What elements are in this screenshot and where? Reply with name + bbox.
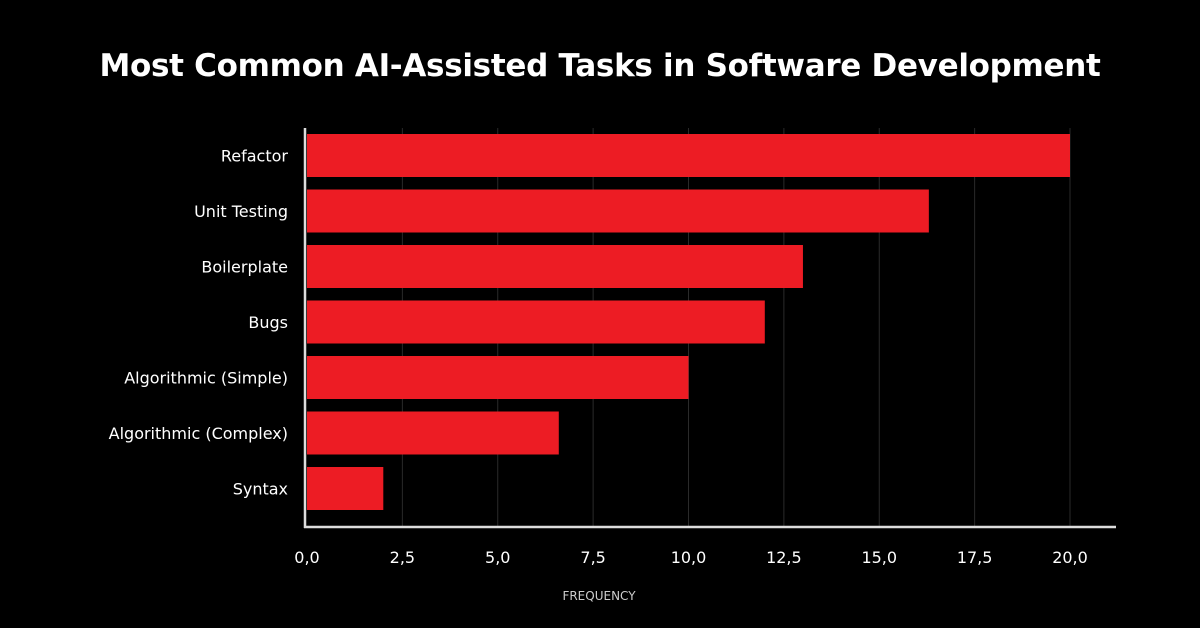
x-tick-label: 20,0 [1052, 548, 1088, 567]
category-label: Boilerplate [201, 258, 288, 277]
x-tick-label: 12,5 [766, 548, 802, 567]
x-axis-title: FREQUENCY [562, 589, 636, 603]
x-tick-label: 0,0 [294, 548, 319, 567]
category-label: Syntax [233, 480, 288, 499]
category-label: Algorithmic (Complex) [109, 424, 288, 443]
bar-algorithmic-complex [307, 411, 559, 455]
category-label: Refactor [221, 147, 289, 166]
x-tick-label: 7,5 [580, 548, 605, 567]
category-label: Bugs [248, 313, 288, 332]
x-tick-label: 17,5 [957, 548, 993, 567]
x-tick-label: 15,0 [861, 548, 897, 567]
chart-title: Most Common AI-Assisted Tasks in Softwar… [99, 48, 1101, 84]
bar-boilerplate [307, 245, 803, 288]
x-tick-label: 5,0 [485, 548, 510, 567]
category-label: Unit Testing [194, 202, 288, 221]
category-label: Algorithmic (Simple) [124, 369, 288, 388]
bar-bugs [307, 300, 765, 344]
x-tick-label: 10,0 [671, 548, 707, 567]
bar-syntax [307, 467, 384, 510]
x-tick-label: 2,5 [390, 548, 415, 567]
bar-algorithmic-simple [307, 356, 689, 399]
bar-unit-testing [307, 189, 929, 233]
bar-refactor [307, 134, 1070, 177]
